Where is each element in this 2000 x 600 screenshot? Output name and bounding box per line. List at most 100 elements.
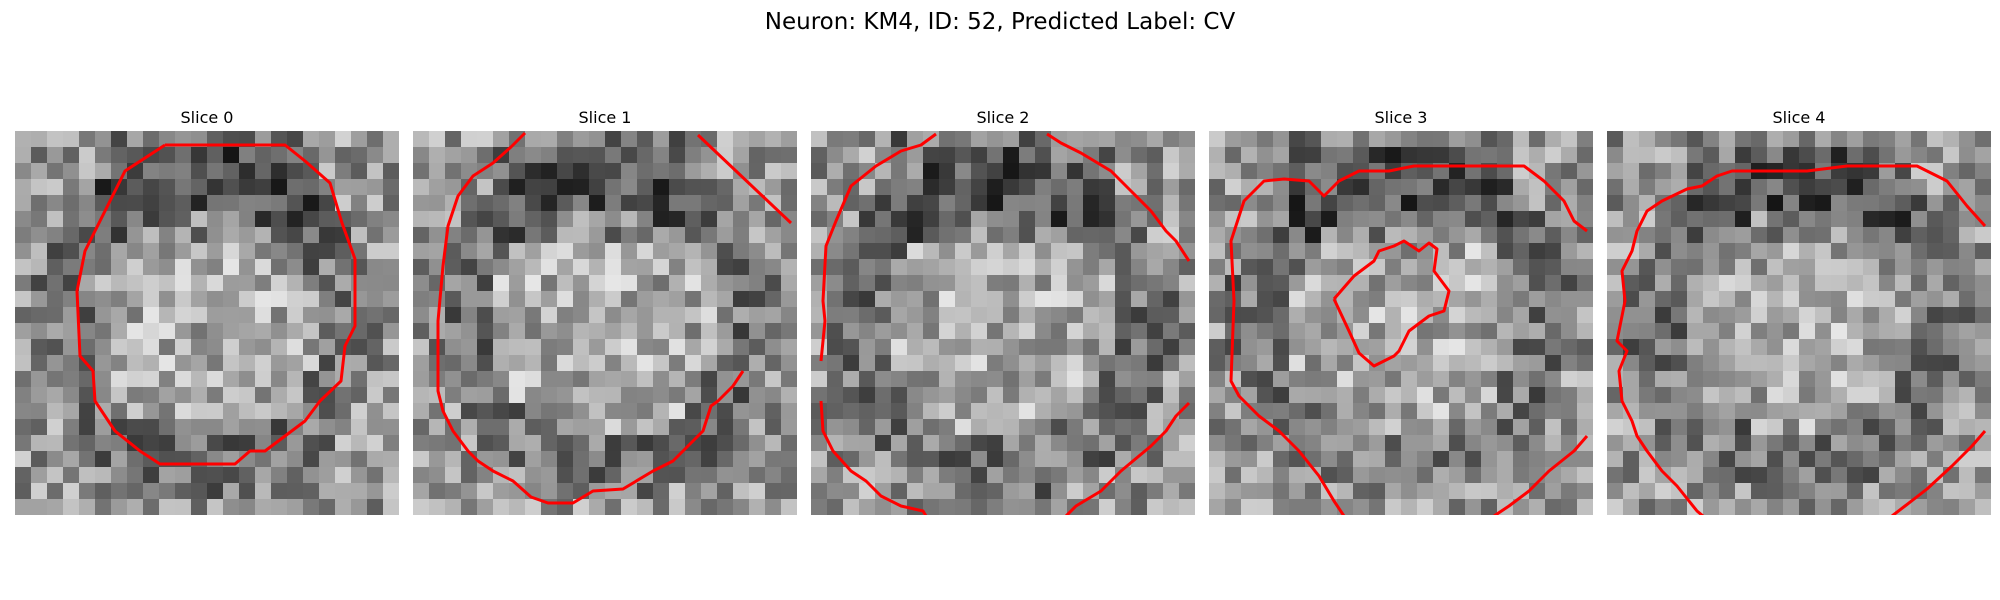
pixel-cell <box>1545 483 1561 499</box>
pixel-cell <box>781 435 797 451</box>
pixel-cell <box>875 355 891 371</box>
pixel-cell <box>509 227 525 243</box>
pixel-cell <box>843 499 859 515</box>
pixel-cell <box>1767 275 1783 291</box>
pixel-cell <box>1577 403 1593 419</box>
pixel-cell <box>1655 483 1671 499</box>
pixel-cell <box>971 451 987 467</box>
pixel-cell <box>891 467 907 483</box>
pixel-cell <box>1481 323 1497 339</box>
pixel-cell <box>1943 339 1959 355</box>
pixel-cell <box>493 211 509 227</box>
pixel-cell <box>1639 403 1655 419</box>
pixel-cell <box>1179 435 1195 451</box>
pixel-cell <box>1481 211 1497 227</box>
pixel-cell <box>207 355 223 371</box>
slice-panel-1: Slice 1 <box>413 108 797 515</box>
pixel-cell <box>1147 419 1163 435</box>
pixel-cell <box>987 275 1003 291</box>
pixel-cell <box>1655 339 1671 355</box>
pixel-cell <box>1051 163 1067 179</box>
pixel-cell <box>557 307 573 323</box>
pixel-cell <box>1465 307 1481 323</box>
pixel-cell <box>127 483 143 499</box>
pixel-cell <box>1035 275 1051 291</box>
pixel-cell <box>175 435 191 451</box>
pixel-cell <box>79 275 95 291</box>
pixel-cell <box>1639 307 1655 323</box>
pixel-cell <box>1321 355 1337 371</box>
pixel-cell <box>653 355 669 371</box>
pixel-cell <box>413 243 429 259</box>
pixel-cell <box>733 131 749 147</box>
pixel-cell <box>717 355 733 371</box>
pixel-cell <box>557 163 573 179</box>
pixel-cell <box>923 483 939 499</box>
pixel-cell <box>351 259 367 275</box>
pixel-cell <box>271 355 287 371</box>
pixel-cell <box>1607 291 1623 307</box>
pixel-cell <box>733 339 749 355</box>
pixel-cell <box>1959 259 1975 275</box>
pixel-cell <box>1799 259 1815 275</box>
pixel-cell <box>239 451 255 467</box>
pixel-cell <box>859 211 875 227</box>
pixel-cell <box>335 403 351 419</box>
pixel-cell <box>525 243 541 259</box>
pixel-cell <box>271 227 287 243</box>
pixel-cell <box>63 499 79 515</box>
pixel-cell <box>1051 371 1067 387</box>
pixel-cell <box>1099 179 1115 195</box>
pixel-cell <box>351 387 367 403</box>
pixel-cell <box>811 403 827 419</box>
pixel-cell <box>1115 323 1131 339</box>
pixel-cell <box>287 371 303 387</box>
pixel-cell <box>1529 435 1545 451</box>
pixel-cell <box>939 163 955 179</box>
pixel-cell <box>1035 163 1051 179</box>
pixel-cell <box>843 339 859 355</box>
pixel-cell <box>621 451 637 467</box>
pixel-cell <box>303 227 319 243</box>
pixel-cell <box>605 259 621 275</box>
pixel-cell <box>1067 371 1083 387</box>
pixel-cell <box>1273 483 1289 499</box>
pixel-cell <box>1577 211 1593 227</box>
pixel-cell <box>509 435 525 451</box>
pixel-cell <box>589 323 605 339</box>
pixel-cell <box>1209 499 1225 515</box>
pixel-cell <box>191 323 207 339</box>
pixel-cell <box>1067 387 1083 403</box>
pixel-cell <box>271 467 287 483</box>
pixel-cell <box>493 227 509 243</box>
pixel-cell <box>367 259 383 275</box>
pixel-cell <box>303 163 319 179</box>
pixel-cell <box>1703 339 1719 355</box>
pixel-cell <box>1975 371 1991 387</box>
pixel-cell <box>1783 419 1799 435</box>
pixel-cell <box>47 195 63 211</box>
pixel-cell <box>1465 483 1481 499</box>
pixel-cell <box>367 131 383 147</box>
pixel-cell <box>1703 387 1719 403</box>
contour-line-1b <box>696 133 793 225</box>
pixel-cell <box>477 259 493 275</box>
pixel-cell <box>525 451 541 467</box>
pixel-cell <box>1943 243 1959 259</box>
pixel-cell <box>1353 179 1369 195</box>
pixel-cell <box>1545 211 1561 227</box>
pixel-cell <box>1385 451 1401 467</box>
pixel-cell <box>859 323 875 339</box>
pixel-cell <box>541 323 557 339</box>
pixel-cell <box>811 387 827 403</box>
pixel-cell <box>1607 419 1623 435</box>
slice-panel-0: Slice 0 <box>15 108 399 515</box>
pixel-cell <box>765 483 781 499</box>
pixel-cell <box>1639 483 1655 499</box>
pixel-cell <box>1927 499 1943 515</box>
pixel-cell <box>1671 387 1687 403</box>
pixel-cell <box>15 275 31 291</box>
pixel-cell <box>47 211 63 227</box>
pixel-cell <box>573 451 589 467</box>
pixel-cell <box>1465 451 1481 467</box>
